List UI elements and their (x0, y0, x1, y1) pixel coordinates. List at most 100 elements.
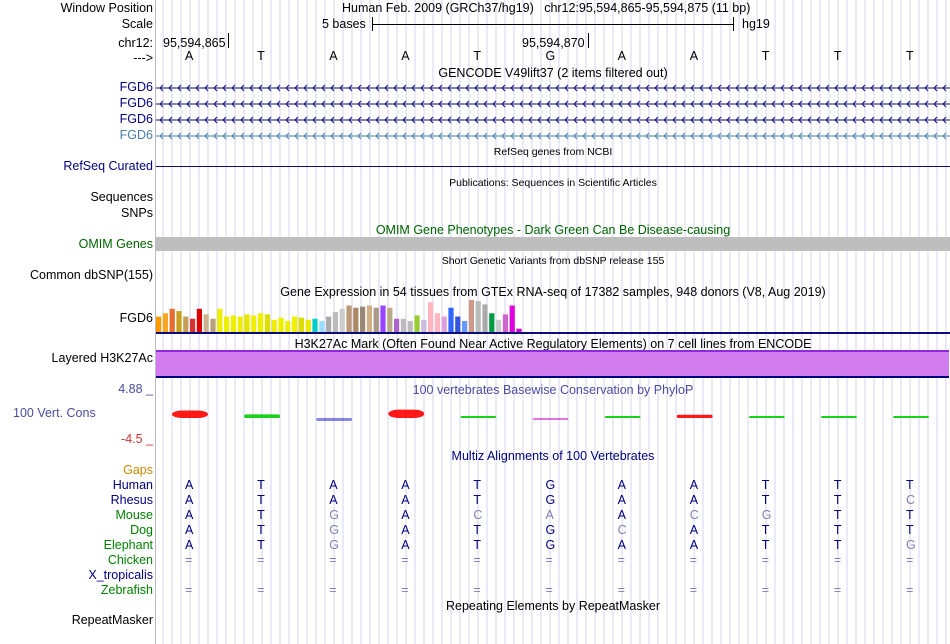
phylop-score-logo[interactable] (316, 418, 353, 421)
gtex-tissue-bar[interactable] (203, 314, 209, 332)
sequences-label[interactable]: Sequences (90, 190, 153, 204)
gtex-tissue-bar[interactable] (455, 316, 461, 332)
omim-label[interactable]: OMIM Genes (78, 237, 153, 251)
gtex-track-title[interactable]: Gene Expression in 54 tissues from GTEx … (280, 285, 826, 299)
gaps-label[interactable]: Gaps (123, 463, 153, 477)
multiz-species-label[interactable]: Dog (130, 523, 153, 537)
gtex-tissue-bar[interactable] (230, 315, 236, 332)
gtex-tissue-bar[interactable] (394, 318, 400, 332)
h3k27ac-track-title[interactable]: H3K27Ac Mark (Often Found Near Active Re… (294, 337, 812, 351)
phylop-score-logo[interactable] (604, 416, 641, 418)
dbsnp-label[interactable]: Common dbSNP(155) (30, 268, 153, 282)
gtex-tissue-bar[interactable] (326, 316, 332, 332)
gtex-tissue-bar[interactable] (217, 308, 223, 332)
gencode-item-label[interactable]: FGD6 (119, 128, 153, 142)
gtex-tissue-bar[interactable] (332, 312, 338, 332)
gtex-tissue-bar[interactable] (489, 313, 495, 332)
gtex-tissue-bar[interactable] (251, 315, 257, 332)
gtex-tissue-bar[interactable] (305, 319, 311, 332)
gtex-tissue-bar[interactable] (285, 320, 291, 332)
phylop-logos[interactable] (156, 404, 950, 434)
gtex-tissue-bar[interactable] (380, 305, 386, 332)
gtex-tissue-bar[interactable] (353, 307, 359, 332)
refseq-track-title[interactable]: RefSeq genes from NCBI (493, 146, 613, 158)
phylop-score-logo[interactable] (460, 416, 497, 418)
gtex-tissue-bar[interactable] (407, 320, 413, 332)
gtex-tissue-bar[interactable] (462, 320, 468, 332)
gtex-tissue-bar[interactable] (509, 305, 515, 332)
omim-track-title[interactable]: OMIM Gene Phenotypes - Dark Green Can Be… (375, 223, 731, 237)
multiz-track-title[interactable]: Multiz Alignments of 100 Vertebrates (451, 449, 655, 463)
gtex-tissue-bar[interactable] (516, 328, 522, 332)
gtex-tissue-bar[interactable] (162, 313, 168, 332)
gtex-tissue-bar[interactable] (190, 318, 196, 332)
gtex-gene-label[interactable]: FGD6 (119, 311, 153, 325)
multiz-species-label[interactable]: Mouse (115, 508, 153, 522)
omim-feature-bar[interactable] (156, 237, 950, 251)
gtex-tissue-bar[interactable] (298, 317, 304, 332)
snps-label[interactable]: SNPs (121, 206, 153, 220)
gtex-tissue-bar[interactable] (169, 308, 175, 332)
phylop-score-logo[interactable] (893, 416, 929, 418)
phylop-score-logo[interactable] (532, 418, 569, 420)
h3k27ac-label[interactable]: Layered H3K27Ac (51, 351, 153, 365)
gtex-tissue-bar[interactable] (448, 307, 454, 332)
dbsnp-track-title[interactable]: Short Genetic Variants from dbSNP releas… (441, 255, 665, 267)
gencode-item-label[interactable]: FGD6 (119, 112, 153, 126)
gtex-tissue-bar[interactable] (319, 320, 325, 332)
phylop-score-logo[interactable] (820, 416, 857, 418)
gtex-expression-chart[interactable] (156, 298, 556, 332)
multiz-species-label[interactable]: Rhesus (110, 493, 153, 507)
phylop-score-logo[interactable] (244, 414, 281, 418)
gtex-tissue-bar[interactable] (183, 316, 189, 332)
gtex-tissue-bar[interactable] (400, 318, 406, 332)
gtex-tissue-bar[interactable] (312, 318, 318, 332)
multiz-species-label[interactable]: Human (112, 478, 153, 492)
gtex-tissue-bar[interactable] (196, 308, 202, 332)
multiz-species-label[interactable]: X_tropicalis (88, 568, 153, 582)
gtex-tissue-bar[interactable] (468, 300, 474, 332)
phylop-score-logo[interactable] (388, 409, 425, 418)
gtex-tissue-bar[interactable] (224, 316, 230, 332)
gtex-tissue-bar[interactable] (502, 314, 508, 332)
refseq-gene-line[interactable] (156, 166, 950, 167)
gtex-tissue-bar[interactable] (271, 319, 277, 332)
phylop-score-logo[interactable] (748, 416, 785, 418)
gtex-tissue-bar[interactable] (373, 307, 379, 332)
gtex-tissue-bar[interactable] (475, 301, 481, 332)
phylop-score-logo[interactable] (676, 414, 713, 418)
multiz-species-label[interactable]: Elephant (103, 538, 153, 552)
gencode-item-label[interactable]: FGD6 (119, 96, 153, 110)
gtex-tissue-bar[interactable] (482, 304, 488, 332)
gtex-tissue-bar[interactable] (346, 305, 352, 332)
multiz-species-label[interactable]: Chicken (107, 553, 153, 567)
gtex-tissue-bar[interactable] (244, 314, 250, 332)
gtex-tissue-bar[interactable] (278, 317, 284, 332)
gencode-transcripts[interactable] (156, 80, 950, 144)
gencode-track-title[interactable]: GENCODE V49lift37 (2 items filtered out) (438, 66, 668, 80)
gtex-tissue-bar[interactable] (387, 307, 393, 332)
gtex-tissue-bar[interactable] (414, 315, 420, 332)
gtex-tissue-bar[interactable] (258, 313, 264, 332)
gtex-tissue-bar[interactable] (210, 318, 216, 332)
gencode-item-label[interactable]: FGD6 (119, 80, 153, 94)
publications-track-title[interactable]: Publications: Sequences in Scientific Ar… (449, 177, 657, 189)
phylop-label[interactable]: 100 Vert. Cons (13, 406, 96, 420)
gtex-tissue-bar[interactable] (441, 316, 447, 332)
repeatmasker-track-title[interactable]: Repeating Elements by RepeatMasker (445, 599, 660, 613)
gtex-tissue-bar[interactable] (176, 311, 182, 332)
gtex-tissue-bar[interactable] (421, 319, 427, 332)
refseq-label[interactable]: RefSeq Curated (63, 159, 153, 173)
phylop-score-logo[interactable] (172, 410, 208, 419)
gtex-tissue-bar[interactable] (428, 302, 434, 332)
gtex-tissue-bar[interactable] (156, 316, 162, 332)
gtex-tissue-bar[interactable] (237, 316, 243, 332)
gtex-tissue-bar[interactable] (264, 314, 270, 332)
h3k27ac-signal[interactable] (156, 350, 949, 378)
gtex-tissue-bar[interactable] (292, 316, 298, 332)
multiz-species-label[interactable]: Zebrafish (100, 583, 153, 597)
gtex-tissue-bar[interactable] (434, 313, 440, 332)
gtex-tissue-bar[interactable] (360, 306, 366, 332)
repeatmasker-label[interactable]: RepeatMasker (71, 613, 153, 627)
gtex-tissue-bar[interactable] (339, 308, 345, 332)
